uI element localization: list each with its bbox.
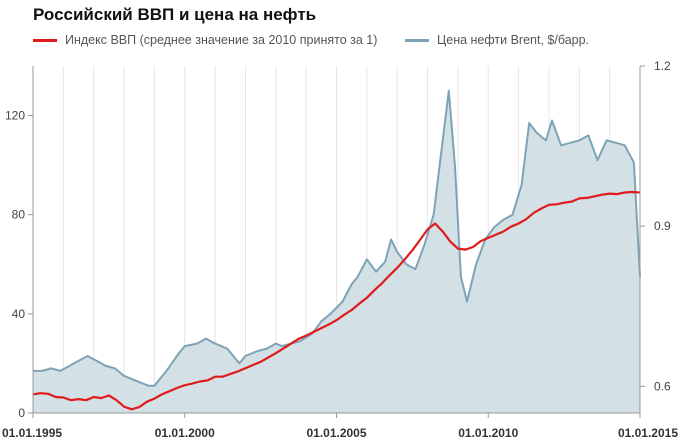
legend-label-brent: Цена нефти Brent, $/барр. <box>437 33 590 47</box>
legend-item-gdp: Индекс ВВП (среднее значение за 2010 при… <box>33 33 377 47</box>
x-tick-label-0: 01.01.1995 <box>2 426 62 440</box>
left-tick-label-80: 80 <box>12 208 26 222</box>
gdp-line <box>32 190 641 411</box>
x-tick-label-1: 01.01.2000 <box>155 426 215 440</box>
brent-line <box>33 89 641 387</box>
x-tick-label-4: 01.01.2015 <box>618 426 678 440</box>
legend-swatch-gdp <box>33 38 57 42</box>
x-tick-label-2: 01.01.2005 <box>306 426 366 440</box>
legend-item-brent: Цена нефти Brent, $/барр. <box>405 33 589 47</box>
x-tick-label-3: 01.01.2010 <box>458 426 518 440</box>
left-tick-label-120: 120 <box>5 109 25 123</box>
left-tick-label-0: 0 <box>18 406 25 420</box>
left-tick-label-40: 40 <box>12 307 26 321</box>
legend-label-gdp: Индекс ВВП (среднее значение за 2010 при… <box>65 33 378 47</box>
right-tick-label-2: 1.2 <box>654 59 671 73</box>
chart-title: Российский ВВП и цена на нефть <box>33 5 317 24</box>
brent-area <box>33 90 640 414</box>
legend-swatch-brent <box>405 38 429 42</box>
right-tick-label-0: 0.6 <box>654 379 671 393</box>
right-tick-label-1: 0.9 <box>654 219 671 233</box>
